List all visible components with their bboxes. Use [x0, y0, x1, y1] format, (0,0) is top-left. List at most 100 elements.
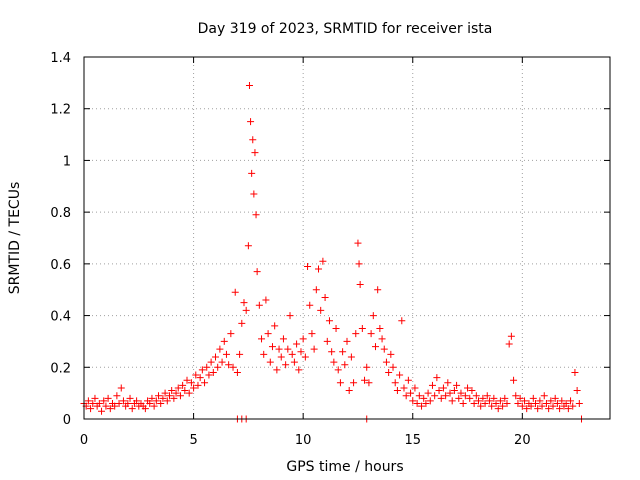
data-point [567, 397, 575, 405]
data-point [512, 392, 520, 400]
data-point [387, 350, 395, 358]
data-point [369, 312, 377, 320]
y-tick-label: 1 [63, 154, 71, 169]
data-point [196, 374, 204, 382]
data-point [564, 405, 572, 413]
data-point [431, 392, 439, 400]
data-point [365, 379, 373, 387]
data-point [510, 376, 518, 384]
data-point [354, 239, 362, 247]
data-point [126, 394, 134, 402]
data-point [341, 361, 349, 369]
data-point [336, 379, 344, 387]
data-point [355, 260, 363, 268]
x-axis-label: GPS time / hours [286, 459, 403, 475]
data-point [250, 190, 258, 198]
data-point [190, 384, 198, 392]
data-point [111, 402, 119, 410]
data-point [255, 301, 263, 309]
gridlines [84, 57, 610, 419]
data-point [490, 394, 498, 402]
data-point [152, 397, 160, 405]
axis-ticks: 0 0.2 0.4 0.6 0.8 1 1.2 1.4 0 5 10 15 20 [50, 51, 610, 448]
data-point [527, 402, 535, 410]
data-point [542, 399, 550, 407]
data-point [330, 358, 338, 366]
data-point [361, 376, 369, 384]
data-point [262, 296, 270, 304]
data-point [295, 366, 303, 374]
data-point [201, 379, 209, 387]
x-tick-label: 15 [404, 433, 421, 448]
data-point [319, 257, 327, 265]
data-point [468, 387, 476, 395]
data-point [170, 394, 178, 402]
data-point [444, 379, 452, 387]
data-point [157, 399, 165, 407]
data-point [420, 394, 428, 402]
data-point [249, 136, 257, 144]
data-point [106, 405, 114, 413]
data-point [253, 268, 261, 276]
data-point [415, 392, 423, 400]
data-point [91, 394, 99, 402]
data-point [485, 397, 493, 405]
data-point [450, 387, 458, 395]
data-point [247, 118, 255, 126]
data-point [569, 402, 577, 410]
data-point [236, 350, 244, 358]
data-point [95, 399, 103, 407]
data-point [413, 399, 421, 407]
data-point [400, 384, 408, 392]
data-point [391, 379, 399, 387]
data-point [545, 405, 553, 413]
data-point [418, 402, 426, 410]
data-point [523, 405, 531, 413]
data-point [551, 394, 559, 402]
data-point [433, 374, 441, 382]
data-point [227, 330, 235, 338]
data-point [477, 402, 485, 410]
data-point [393, 387, 401, 395]
y-axis-label: SRMTID / TECUs [7, 182, 23, 295]
data-point [398, 317, 406, 325]
data-point [198, 366, 206, 374]
data-point [481, 399, 489, 407]
data-point [264, 330, 272, 338]
data-point [466, 394, 474, 402]
data-point [558, 397, 566, 405]
data-point [411, 384, 419, 392]
data-point [334, 366, 342, 374]
data-point [371, 343, 379, 351]
data-point [380, 345, 388, 353]
data-point [185, 389, 193, 397]
data-point [187, 379, 195, 387]
data-point [277, 353, 285, 361]
data-point [347, 353, 355, 361]
data-point [455, 394, 463, 402]
data-point [343, 337, 351, 345]
data-point [113, 392, 121, 400]
data-point [442, 392, 450, 400]
data-point [328, 348, 336, 356]
data-point [470, 399, 478, 407]
data-point [571, 368, 579, 376]
data-point [288, 350, 296, 358]
data-point [161, 389, 169, 397]
data-point [205, 371, 213, 379]
data-point [148, 394, 156, 402]
data-point [356, 281, 364, 289]
data-point [308, 330, 316, 338]
data-point [194, 381, 202, 389]
data-point [258, 335, 266, 343]
data-point [222, 350, 230, 358]
data-point [428, 381, 436, 389]
data-point [248, 169, 256, 177]
data-point [479, 394, 487, 402]
data-point [507, 332, 515, 340]
x-tick-label: 0 [80, 433, 88, 448]
y-tick-label: 1.2 [50, 103, 71, 118]
data-point [218, 358, 226, 366]
data-point [301, 353, 309, 361]
